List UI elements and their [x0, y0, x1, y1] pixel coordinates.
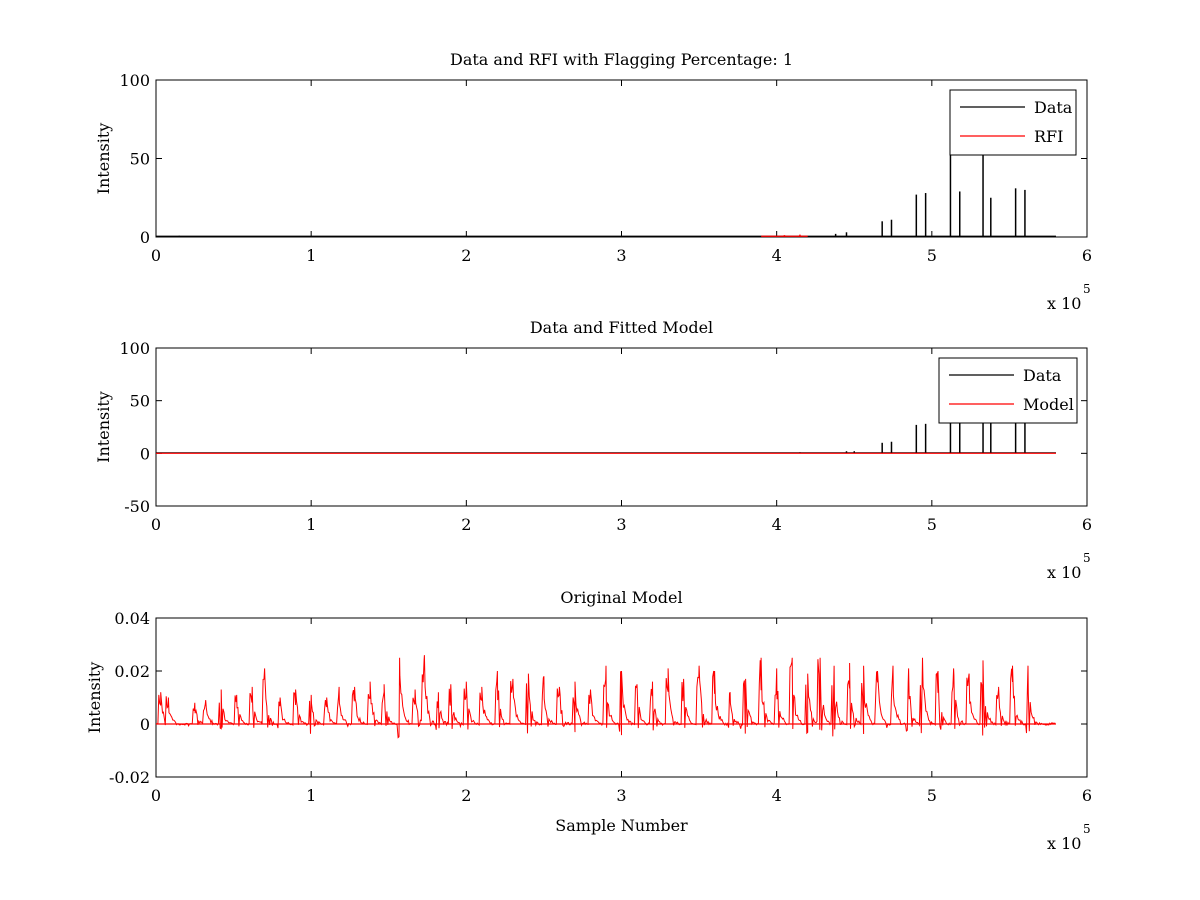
legend-box [938, 357, 1078, 424]
series-rfi [761, 234, 808, 237]
x-tick-label: 3 [616, 246, 626, 265]
y-tick-label: -0.02 [109, 768, 150, 787]
x-exponent-base: x 10 [1047, 834, 1081, 853]
plot-area [156, 111, 1056, 237]
x-tick-label: 5 [927, 246, 937, 265]
x-exponent-base: x 10 [1047, 563, 1081, 582]
x-tick-label: 2 [461, 786, 471, 805]
x-tick-label: 4 [772, 515, 782, 534]
legend: Data Model [938, 357, 1078, 424]
x-tick-label: 3 [616, 786, 626, 805]
x-tick-label: 2 [461, 246, 471, 265]
y-axis-label: Intensity [94, 391, 113, 463]
legend: Data RFI [949, 89, 1077, 156]
y-tick-label: 0.04 [114, 609, 150, 628]
plot-area [156, 655, 1056, 739]
chart-title: Original Model [560, 588, 682, 607]
axes-box [155, 79, 1088, 238]
x-tick-label: 1 [306, 515, 316, 534]
y-axis-label: Intensity [85, 662, 104, 734]
x-exponent-power: 5 [1083, 822, 1091, 836]
y-tick-label: 0 [140, 228, 150, 247]
x-tick-label: 5 [927, 515, 937, 534]
x-tick-label: 6 [1082, 246, 1092, 265]
y-axis-label: Intensity [94, 123, 113, 195]
x-tick-label: 1 [306, 786, 316, 805]
y-tick-label: 50 [130, 150, 150, 169]
x-tick-label: 3 [616, 515, 626, 534]
y-tick-label: 100 [119, 339, 150, 358]
x-exponent-base: x 10 [1047, 294, 1081, 313]
legend-label: Data [1023, 366, 1062, 385]
x-tick-label: 4 [772, 246, 782, 265]
y-tick-label: 0.02 [114, 662, 150, 681]
x-tick-label: 6 [1082, 786, 1092, 805]
x-tick-label: 2 [461, 515, 471, 534]
y-tick-label: 50 [130, 392, 150, 411]
legend-label: Data [1034, 98, 1073, 117]
legend-box [949, 89, 1077, 156]
x-exponent-power: 5 [1083, 282, 1091, 296]
x-tick-label: 1 [306, 246, 316, 265]
y-tick-label: 0 [140, 715, 150, 734]
y-tick-label: -50 [124, 497, 150, 516]
x-tick-label: 4 [772, 786, 782, 805]
x-tick-label: 5 [927, 786, 937, 805]
x-exponent-power: 5 [1083, 551, 1091, 565]
axes-box [155, 347, 1088, 507]
x-tick-label: 0 [151, 515, 161, 534]
x-axis-label: Sample Number [555, 816, 688, 835]
x-tick-label: 0 [151, 786, 161, 805]
x-tick-label: 0 [151, 246, 161, 265]
series-line [156, 655, 1056, 739]
chart-title: Data and RFI with Flagging Percentage: 1 [450, 50, 793, 69]
y-tick-label: 100 [119, 71, 150, 90]
y-tick-label: 0 [140, 444, 150, 463]
x-tick-label: 6 [1082, 515, 1092, 534]
series-model [156, 655, 1056, 739]
series-data [156, 111, 1056, 237]
chart-title: Data and Fitted Model [530, 318, 713, 337]
legend-label: Model [1023, 395, 1074, 414]
legend-label: RFI [1034, 127, 1063, 146]
